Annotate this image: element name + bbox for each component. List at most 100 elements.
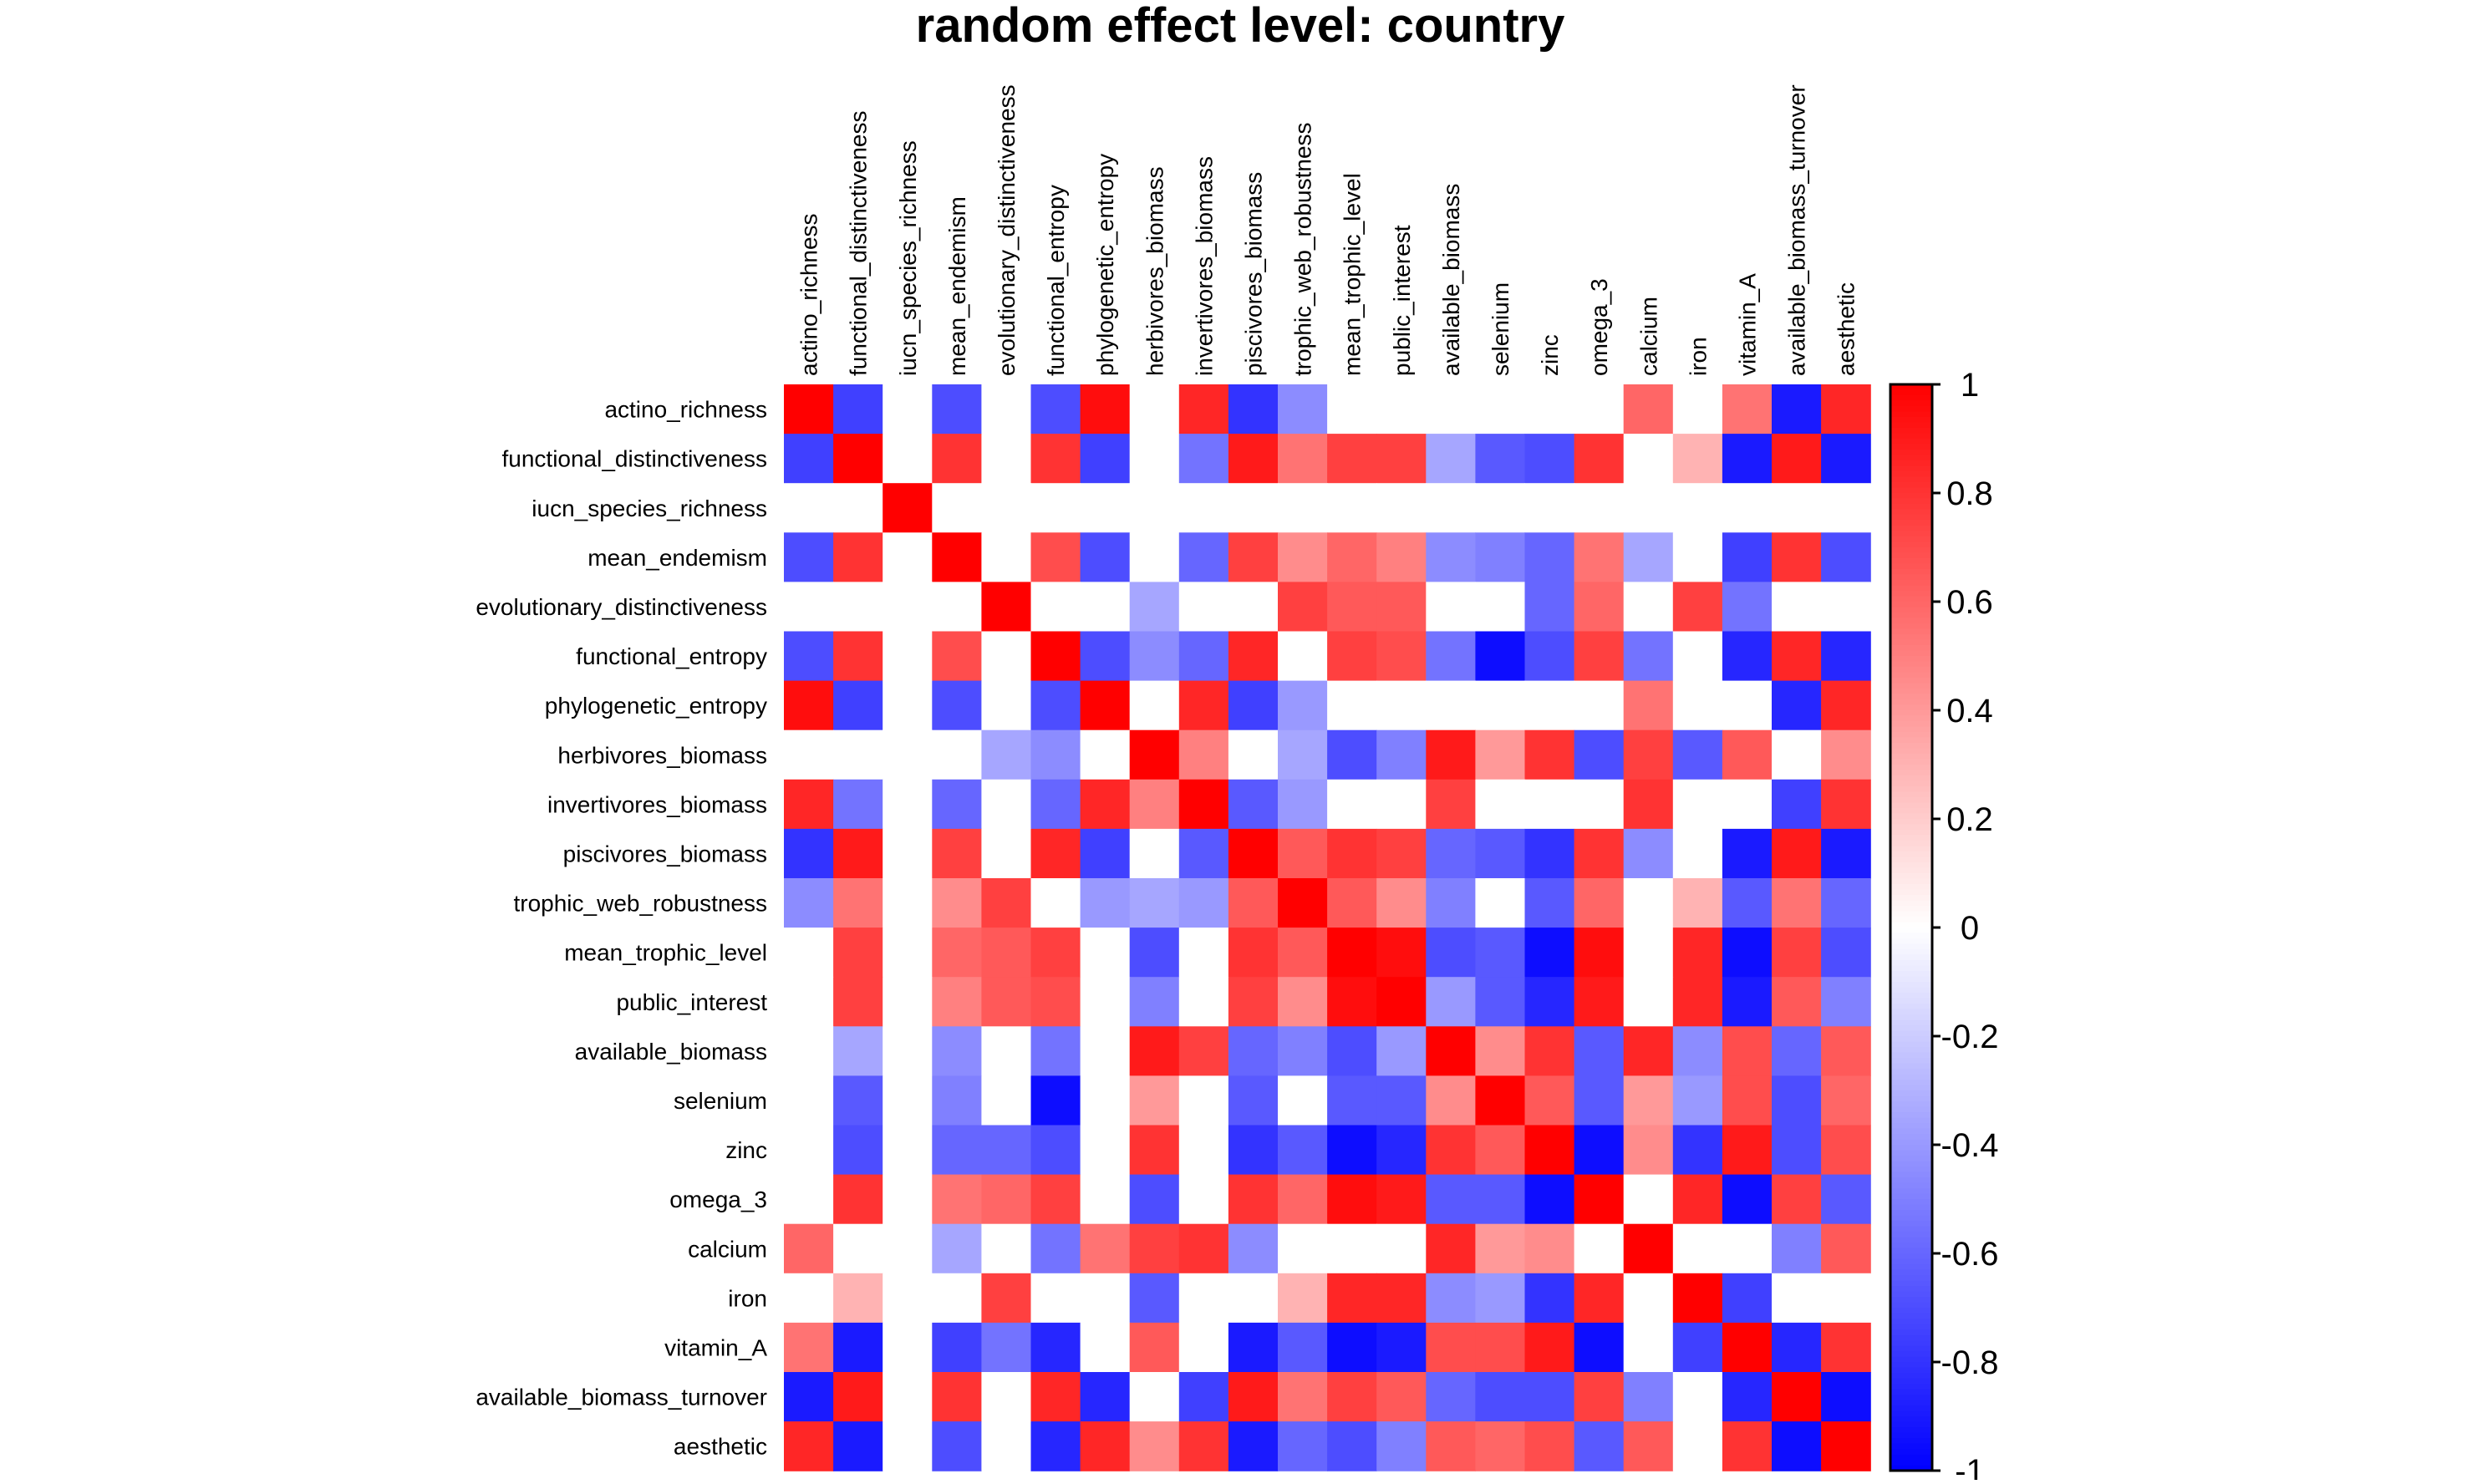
colorbar-segment [1890, 569, 1932, 576]
heatmap-cell [1080, 582, 1131, 633]
heatmap-cell [981, 779, 1032, 830]
heatmap-cell [1327, 878, 1377, 928]
heatmap-cell [1327, 483, 1377, 533]
row-label: phylogenetic_entropy [545, 693, 767, 719]
row-label: available_biomass_turnover [476, 1385, 767, 1410]
heatmap-cell [1475, 1174, 1526, 1225]
heatmap-cell [1821, 977, 1871, 1027]
colorbar-segment [1890, 645, 1932, 652]
heatmap-cell [1524, 384, 1575, 435]
heatmap-cell [1475, 729, 1526, 780]
heatmap-cell [1080, 1322, 1131, 1373]
colorbar-segment [1890, 1275, 1932, 1282]
heatmap-cell [1574, 631, 1625, 682]
colorbar-segment [1890, 1188, 1932, 1195]
heatmap-cell [1030, 1223, 1081, 1274]
colorbar-segment [1890, 460, 1932, 467]
colorbar-segment [1890, 1329, 1932, 1336]
heatmap-cell [1080, 631, 1131, 682]
heatmap-cell [1574, 680, 1625, 731]
heatmap-cell [1821, 1273, 1871, 1324]
colorbar-segment [1890, 563, 1932, 570]
heatmap-cell [833, 977, 883, 1027]
colorbar-segment [1890, 678, 1932, 684]
colorbar-segment [1890, 1454, 1932, 1461]
colorbar-segment [1890, 520, 1932, 526]
colorbar-segment [1890, 976, 1932, 983]
heatmap-cell [1278, 1273, 1328, 1324]
heatmap-cell [1278, 582, 1328, 633]
heatmap-cell [1327, 1421, 1377, 1471]
heatmap-cell [1574, 1223, 1625, 1274]
heatmap-cell [1178, 928, 1229, 978]
heatmap-cell [1772, 483, 1822, 533]
heatmap-cell [1475, 928, 1526, 978]
colorbar-segment [1890, 384, 1932, 391]
colorbar-segment [1890, 998, 1932, 1004]
colorbar-tick-label: 1 [1961, 367, 1979, 404]
heatmap-cell [1722, 680, 1773, 731]
heatmap-cell [1327, 729, 1377, 780]
colorbar-segment [1890, 1047, 1932, 1054]
heatmap-cell [1524, 878, 1575, 928]
colorbar-segment [1890, 558, 1932, 565]
heatmap-cell [1376, 1273, 1427, 1324]
heatmap-cell [1376, 631, 1427, 682]
row-label: invertivores_biomass [547, 791, 767, 817]
heatmap-cell [1129, 434, 1180, 484]
heatmap-cell [1228, 1273, 1279, 1324]
heatmap-cell [1426, 1273, 1476, 1324]
colorbar-segment [1890, 1193, 1932, 1200]
heatmap-cell [883, 1223, 933, 1274]
heatmap-cell [981, 384, 1032, 435]
heatmap-cell [1772, 1125, 1822, 1176]
heatmap-cell [1129, 384, 1180, 435]
heatmap-cell [1030, 977, 1081, 1027]
heatmap-cell [1722, 828, 1773, 879]
heatmap-cell [1129, 582, 1180, 633]
heatmap-cell [1623, 1125, 1674, 1176]
colorbar-segment [1890, 906, 1932, 912]
colorbar-segment [1890, 856, 1932, 863]
heatmap-cell [1475, 1125, 1526, 1176]
heatmap-cell [833, 582, 883, 633]
colorbar-segment [1890, 1117, 1932, 1124]
colorbar-segment [1890, 721, 1932, 728]
row-label: available_biomass [575, 1039, 767, 1065]
heatmap-cell [1623, 631, 1674, 682]
heatmap-cell [1178, 384, 1229, 435]
heatmap-cell [1327, 1174, 1377, 1225]
heatmap-cell [1129, 1075, 1180, 1126]
heatmap-cell [1228, 1223, 1279, 1274]
heatmap-cell [1672, 1322, 1723, 1373]
heatmap-cell [1623, 1174, 1674, 1225]
heatmap-cell [1278, 828, 1328, 879]
heatmap-cell [1821, 928, 1871, 978]
heatmap-cell [1426, 483, 1476, 533]
heatmap-cell [1821, 384, 1871, 435]
heatmap-cell [1376, 680, 1427, 731]
heatmap-cell [981, 582, 1032, 633]
heatmap-cells [784, 384, 1871, 1471]
colorbar-segment [1890, 1199, 1932, 1206]
colorbar-segment [1890, 765, 1932, 771]
colorbar-segment [1890, 1258, 1932, 1265]
heatmap-cell [1524, 1322, 1575, 1373]
column-label: iron [1685, 337, 1711, 376]
colorbar-segment [1890, 1356, 1932, 1363]
heatmap-cell [1030, 1125, 1081, 1176]
colorbar-segment [1890, 1438, 1932, 1445]
colorbar-segment [1890, 780, 1932, 787]
colorbar-segment [1890, 1351, 1932, 1358]
heatmap-cell [1574, 1421, 1625, 1471]
heatmap-cell [1772, 1026, 1822, 1076]
colorbar-segment [1890, 1074, 1932, 1080]
heatmap-cell [1178, 1322, 1229, 1373]
heatmap-cell [1772, 729, 1822, 780]
heatmap-cell [981, 1421, 1032, 1471]
heatmap-cell [1178, 680, 1229, 731]
heatmap-cell [1722, 928, 1773, 978]
heatmap-cell [1030, 1075, 1081, 1126]
column-label: actino_richness [796, 213, 822, 376]
